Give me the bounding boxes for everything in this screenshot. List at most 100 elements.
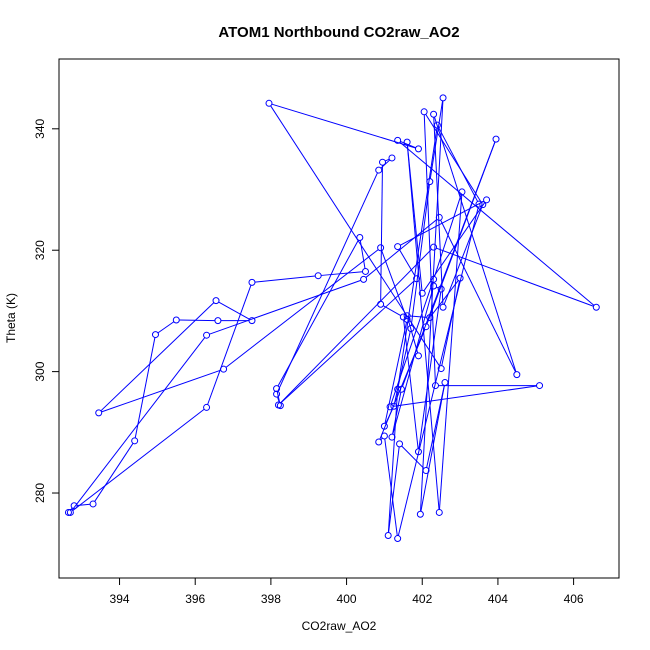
data-point [203,403,211,411]
series-segment [277,239,359,387]
data-point [95,409,103,417]
data-point [203,331,211,339]
data-point [430,282,438,290]
series-segment [438,127,479,202]
data-point [380,432,388,440]
series-segment [398,248,416,277]
x-tick-label: 396 [185,592,205,606]
data-point [435,508,443,516]
series-segment [71,337,206,511]
data-point [66,508,74,516]
data-point [356,233,364,241]
x-tick-label: 400 [337,592,357,606]
series-segment [441,280,460,366]
data-point [89,500,97,508]
plot-frame [58,58,620,579]
data-point [360,275,368,283]
data-point [437,285,445,293]
x-tick-label: 406 [564,592,584,606]
data-point [439,94,447,102]
data-point [390,402,398,410]
series-segment [410,184,430,326]
series-segment [387,392,398,533]
y-axis: 280 300 320 340 [33,118,60,503]
data-point [214,317,222,325]
series-segment [321,271,363,276]
data-point [403,138,411,146]
y-axis-label: Theta (K) [4,293,18,343]
data-point [414,145,422,153]
data-point [388,433,396,441]
series-segment [392,385,537,407]
series-segment [280,280,415,404]
x-tick-label: 394 [110,592,130,606]
data-point [379,158,387,166]
data-point [386,403,394,411]
data-point [456,274,464,282]
y-tick-label: 300 [33,361,47,381]
series-segment [382,305,401,316]
series-segment [397,206,479,536]
series-segment [270,105,440,367]
data-point [394,385,402,393]
data-point [433,121,441,129]
series-segment [101,369,221,413]
series-segment [72,408,205,512]
data-point [479,201,487,209]
series-segment [403,319,419,449]
series-segment [410,315,427,318]
series-segment [179,319,215,322]
series-segment [394,331,411,404]
data-point [431,382,439,390]
data-point [430,275,438,283]
data-point [437,365,445,373]
y-tick-label: 320 [33,240,47,260]
data-point [426,178,434,186]
data-point [394,535,402,543]
data-point [413,275,421,283]
data-point [430,243,438,251]
series-segment [425,114,482,203]
series-segment [401,445,425,469]
data-point [420,108,428,116]
data-point [375,438,383,446]
data-point [131,437,139,445]
series-segment [100,302,215,412]
data-point [439,303,447,311]
chart-title: ATOM1 Northbound CO2raw_AO2 [218,24,459,41]
data-point [361,267,369,275]
data-point [384,532,392,540]
series-segment [254,275,316,283]
x-axis: 394 396 398 400 402 404 406 [110,577,584,606]
series-segment [400,200,485,246]
series-segment [423,114,436,383]
series-segment [94,443,134,502]
y-tick-label: 280 [33,483,47,503]
data-point [403,312,411,320]
series-segment [225,249,379,368]
data-point [536,382,544,390]
data-point [248,317,256,325]
data-point [513,371,521,379]
data-point [396,440,404,448]
data-point [248,278,256,286]
data-point [265,99,273,107]
series-segment [277,172,378,392]
x-tick-label: 404 [488,592,508,606]
series-segment [399,141,595,306]
series-segment [365,218,438,278]
data-point [273,385,281,393]
data-point [274,401,282,409]
series-segment [384,438,398,536]
series-segment [209,279,361,335]
data-point [483,196,491,204]
data-point [422,467,430,475]
series-segment [433,117,444,305]
data-point [70,502,78,510]
series-segment [134,337,156,438]
data-point [212,297,220,305]
series-segment [384,322,407,424]
series-segment [431,280,459,316]
data-point [377,300,385,308]
data-point [399,313,407,321]
